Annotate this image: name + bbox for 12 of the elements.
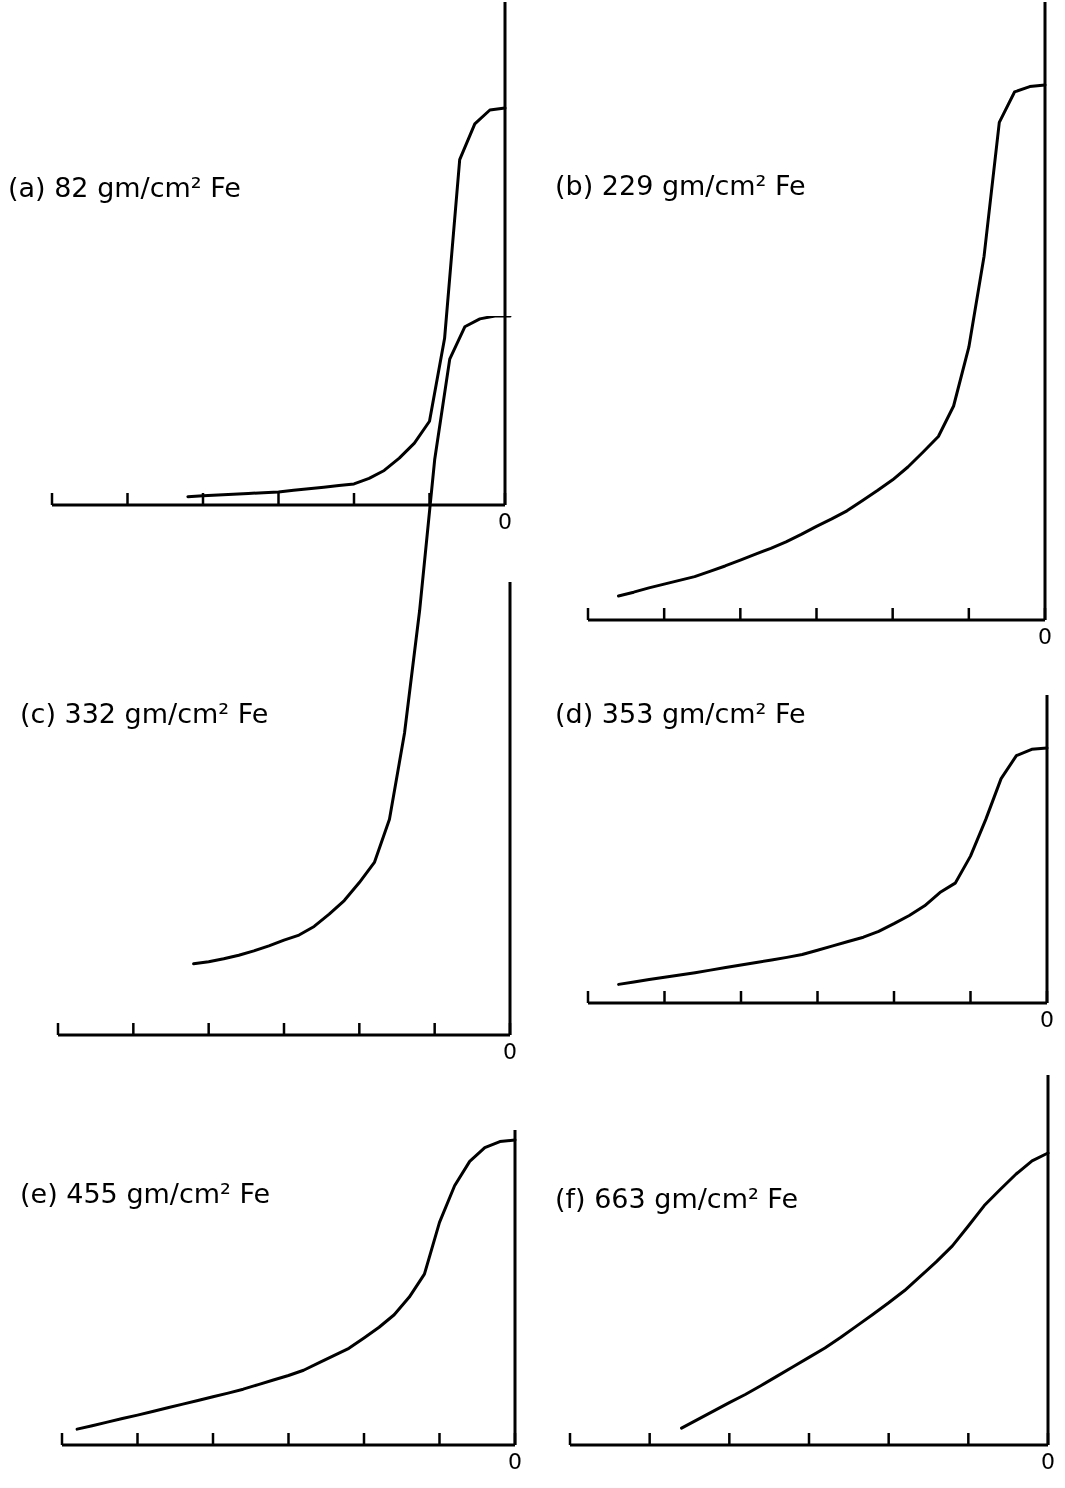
text: 0 bbox=[503, 1039, 517, 1064]
text: (a) 82 gm/cm² Fe bbox=[8, 172, 241, 203]
chart-title: (d) 353 gm/cm² Fe bbox=[555, 698, 806, 729]
text: 0 bbox=[1040, 1007, 1054, 1032]
text: (c) 332 gm/cm² Fe bbox=[20, 698, 269, 729]
text: (b) 229 gm/cm² Fe bbox=[555, 170, 806, 201]
annotation: 0 bbox=[498, 509, 512, 534]
text: 0 bbox=[1041, 1449, 1055, 1474]
text: (e) 455 gm/cm² Fe bbox=[20, 1178, 271, 1209]
text: (f) 663 gm/cm² Fe bbox=[555, 1183, 799, 1214]
text: 0 bbox=[1038, 624, 1052, 649]
text: 0 bbox=[508, 1449, 522, 1474]
